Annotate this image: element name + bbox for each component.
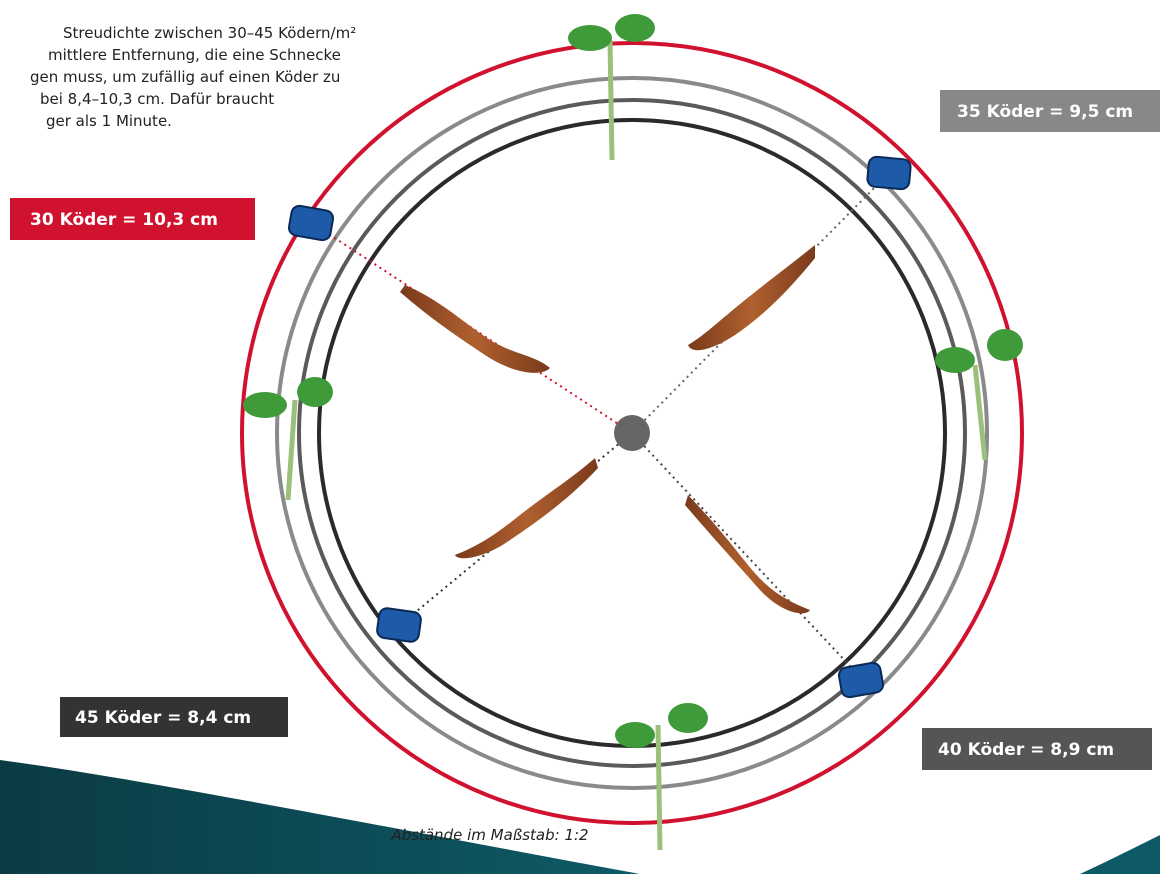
ring-30	[240, 41, 1024, 825]
slug	[688, 245, 815, 351]
distance-line	[631, 171, 891, 434]
intro-line: Streudichte zwischen 30–45 Ködern/m²	[63, 24, 356, 42]
intro-text: Streudichte zwischen 30–45 Ködern/m² mit…	[30, 24, 356, 130]
intro-line: mittlere Entfernung, die eine Schnecke	[48, 46, 341, 64]
intro-line: bei 8,4–10,3 cm. Dafür braucht	[40, 90, 274, 108]
bait	[837, 661, 885, 699]
label-box	[922, 728, 1152, 770]
bait	[376, 607, 422, 643]
label: 45 Köder = 8,4 cm	[75, 708, 251, 728]
label: 30 Köder = 10,3 cm	[30, 210, 218, 230]
distance-line	[631, 432, 864, 681]
plants	[243, 14, 1023, 851]
intro-line: gen muss, um zufällig auf einen Köder zu	[30, 68, 340, 86]
label-box	[940, 90, 1160, 132]
background-swoosh	[0, 760, 640, 874]
ring-40	[297, 98, 967, 768]
center-point	[614, 415, 650, 451]
background-corner	[1080, 835, 1160, 874]
label: 35 Köder = 9,5 cm	[957, 102, 1133, 122]
label: 40 Köder = 8,9 cm	[938, 740, 1114, 760]
slugs	[400, 245, 815, 614]
distance-lines	[311, 171, 891, 681]
baits	[287, 155, 912, 699]
slug	[455, 458, 598, 559]
bait	[866, 155, 912, 191]
slug	[685, 495, 810, 614]
plant	[615, 703, 708, 851]
footnote: Abstände im Maßstab: 1:2	[390, 826, 588, 844]
slug	[400, 285, 550, 373]
ring-35	[275, 76, 989, 790]
plant	[243, 377, 333, 501]
label-box	[60, 697, 288, 737]
plant	[935, 329, 1023, 461]
bait	[287, 204, 335, 242]
label-box	[10, 198, 255, 240]
plant	[568, 14, 655, 161]
intro-line: ger als 1 Minute.	[46, 112, 172, 130]
distance-line	[311, 222, 633, 434]
